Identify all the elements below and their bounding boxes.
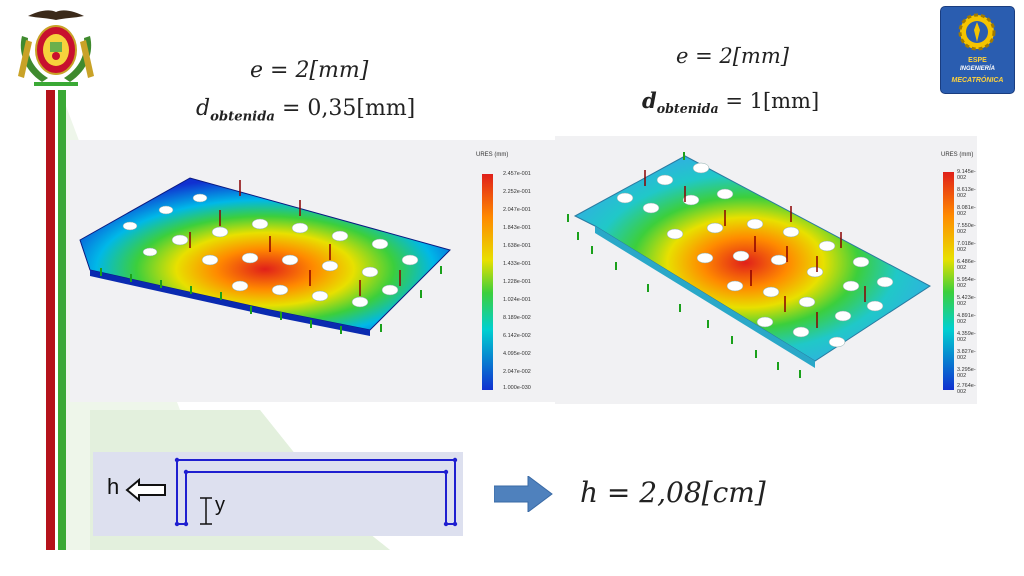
left-legend-tick: 1.638e-001 [503,243,531,249]
logo-line-3: MECATRÓNICA [951,77,1004,84]
left-legend-tick: 2.047e-001 [503,207,531,213]
profile-y-label: y [215,494,225,516]
green-stripe [58,90,66,550]
right-legend-tick: 4.359e-002 [957,331,976,343]
left-legend-colorbar [482,174,493,390]
logo-line-2: INGENIERÍA [959,66,995,72]
right-deflection-formula: dobtenida = 1[mm] [642,88,819,116]
left-deflection-value: = 0,35[mm] [274,96,416,121]
left-legend-tick: 1.228e-001 [503,279,531,285]
left-legend-tick: 8.189e-002 [503,315,531,321]
profile-h-label: h [107,474,120,499]
left-legend-tick: 1.433e-001 [503,261,531,267]
profile-diagram: h y [93,452,463,536]
right-legend-tick: 7.550e-002 [957,223,976,235]
right-legend-tick: 3.827e-002 [957,349,976,361]
profile-drawing [125,457,458,527]
right-deflection-value: = 1[mm] [718,89,820,113]
coat-of-arms-logo [18,10,94,86]
right-thickness-formula: e = 2[mm] [676,44,789,68]
right-legend-tick: 6.486e-002 [957,259,976,271]
white-stripe [55,90,58,550]
left-deflection-sub: obtenida [210,109,275,125]
left-legend-tick: 4.095e-002 [503,351,531,357]
left-legend-tick: 1.843e-001 [503,225,531,231]
left-legend-tick: 2.252e-001 [503,189,531,195]
left-legend-tick: 6.142e-002 [503,333,531,339]
left-arrow-icon [125,477,166,503]
right-plate-render [567,152,931,378]
right-legend-tick: 8.081e-002 [957,205,976,217]
left-deflection-symbol: d [196,96,211,121]
left-legend-tick: 1.024e-001 [503,297,531,303]
left-legend-tick: 2.047e-002 [503,369,531,375]
left-simulation-panel: URES (mm) 2.457e-001 2.252e-001 2.047e-0… [70,140,555,402]
left-legend-tick: 1.000e-030 [503,385,531,391]
right-arrow-icon [494,476,553,512]
right-legend-title: URES (mm) [941,152,974,158]
right-legend-tick: 2.764e-002 [957,383,976,395]
dimension-icon [200,497,212,525]
espe-mecatronica-logo: ESPE INGENIERÍA MECATRÓNICA [940,6,1015,94]
right-legend-tick: 3.295e-002 [957,367,976,379]
result-height-formula: h = 2,08[cm] [580,476,766,509]
right-legend-tick: 5.954e-002 [957,277,976,289]
right-legend-tick: 7.018e-002 [957,241,976,253]
left-thickness-formula: e = 2[mm] [250,58,369,83]
red-stripe [46,90,55,550]
right-legend-tick: 5.423e-002 [957,295,976,307]
right-simulation-panel: URES (mm) 9.145e-002 8.613e-002 8.081e-0… [555,136,977,404]
left-deflection-formula: dobtenida = 0,35[mm] [196,96,415,124]
right-legend-tick: 4.891e-002 [957,313,976,325]
left-legend-tick: 2.457e-001 [503,171,531,177]
right-legend-tick: 9.145e-002 [957,169,976,181]
logo-line-1: ESPE [968,57,987,64]
gear-icon [958,13,996,51]
left-legend-title: URES (mm) [476,152,509,158]
left-plate-render [79,177,451,336]
right-deflection-symbol: d [642,88,657,113]
right-legend-tick: 8.613e-002 [957,187,976,199]
right-deflection-sub: obtenida [656,101,719,117]
right-legend-colorbar [943,172,954,390]
